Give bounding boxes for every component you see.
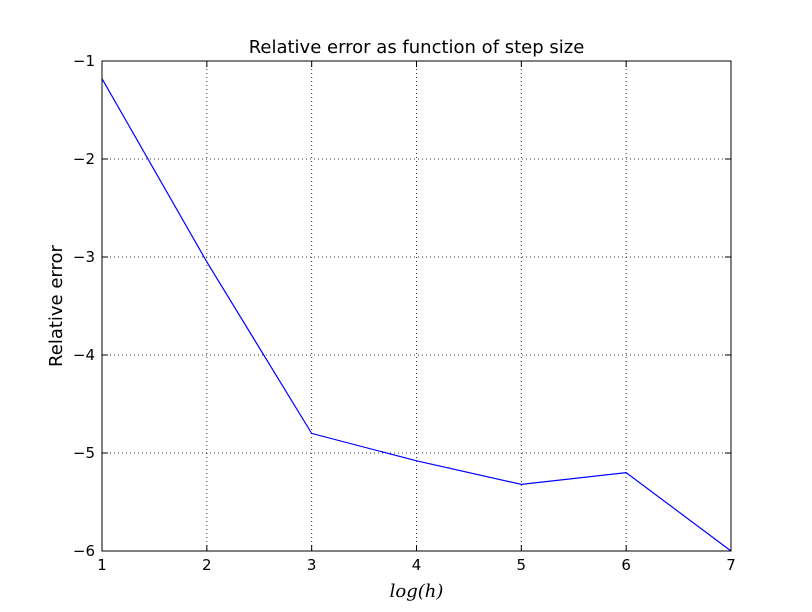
x-tick-label: 4 <box>412 556 422 574</box>
x-tick-label: 6 <box>621 556 631 574</box>
x-tick-labels: 1 2 3 4 5 6 7 <box>97 556 736 574</box>
x-tick-label: 3 <box>307 556 317 574</box>
x-axis-label: log(h) <box>390 581 444 602</box>
y-tick-label: −6 <box>73 542 95 560</box>
x-tick-label: 5 <box>517 556 527 574</box>
series-line <box>101 78 732 552</box>
y-tick-label: −5 <box>73 444 95 462</box>
series-lines <box>101 78 732 552</box>
y-tick-labels: −1 −2 −3 −4 −5 −6 <box>73 52 95 560</box>
x-tick-label: 1 <box>97 556 107 574</box>
y-tick-label: −2 <box>73 150 95 168</box>
y-tick-label: −4 <box>73 346 95 364</box>
x-tick-label: 7 <box>726 556 736 574</box>
y-tick-label: −1 <box>73 52 95 70</box>
tick-marks <box>101 60 732 552</box>
y-axis-label: Relative error <box>46 244 67 366</box>
y-tick-label: −3 <box>73 248 95 266</box>
chart-title: Relative error as function of step size <box>249 37 585 58</box>
x-tick-label: 2 <box>202 556 212 574</box>
